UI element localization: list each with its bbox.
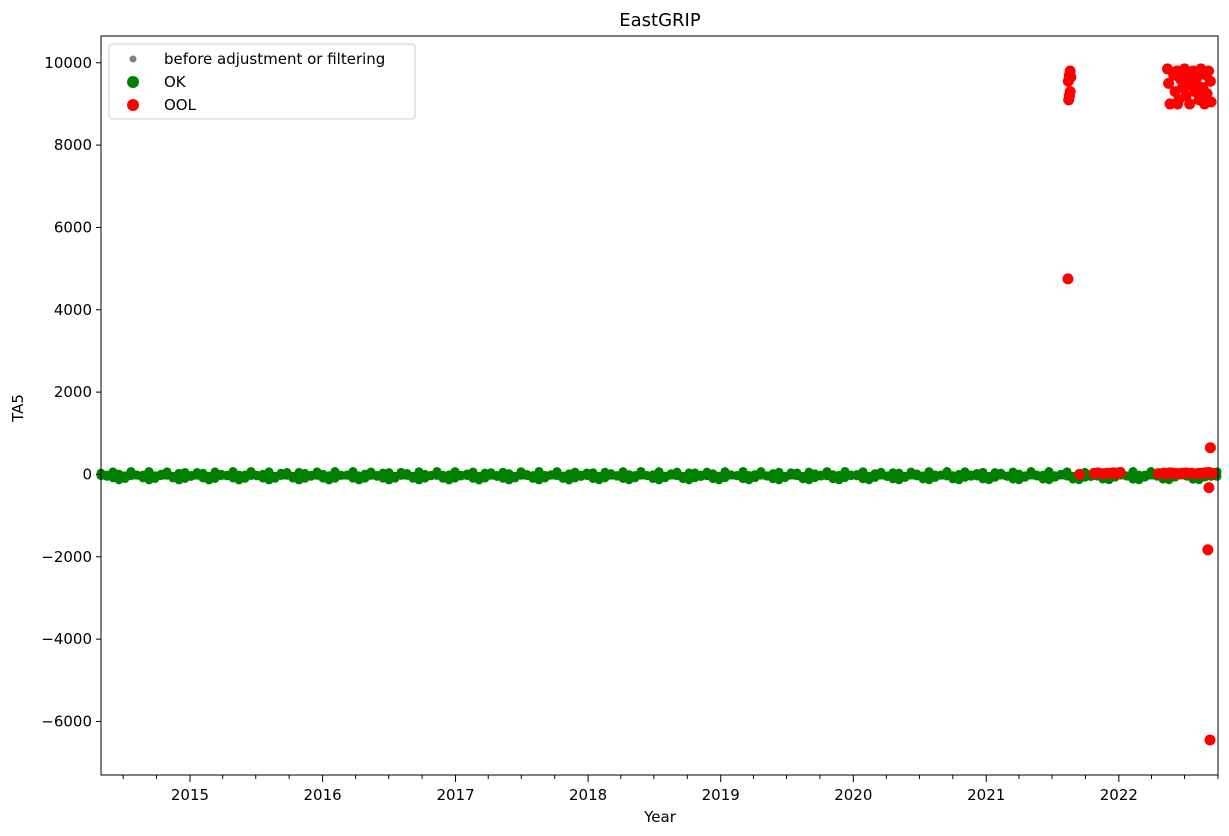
ool-series [1062, 63, 1218, 746]
ool-point [1172, 98, 1184, 110]
x-tick-label: 2018 [569, 786, 607, 804]
y-axis-label: TA5 [9, 394, 27, 423]
ool-point [1184, 98, 1196, 110]
x-tick-label: 2015 [171, 786, 209, 804]
y-tick-label: 6000 [54, 218, 92, 236]
x-tick-label: 2021 [967, 786, 1005, 804]
ool-point [1062, 273, 1074, 285]
ool-point [1206, 467, 1218, 479]
ool-point [1196, 90, 1208, 102]
y-tick-label: 4000 [54, 301, 92, 319]
ool-point [1203, 65, 1215, 77]
ool-point [1181, 79, 1193, 91]
ool-point [1063, 90, 1075, 102]
ool-point [1065, 71, 1077, 83]
x-axis-label: Year [643, 808, 677, 826]
x-tick-label: 2019 [702, 786, 740, 804]
y-tick-label: −4000 [41, 630, 92, 648]
plot-frame [100, 35, 1219, 776]
ool-point [1163, 77, 1175, 89]
y-tick-label: 2000 [54, 383, 92, 401]
ool-point [1204, 75, 1216, 87]
legend-label-ool: OOL [164, 96, 197, 114]
legend-marker-ok [127, 76, 139, 88]
ool-point [1114, 466, 1126, 478]
chart-title: EastGRIP [619, 10, 701, 31]
ool-point [1204, 442, 1216, 454]
x-tick-label: 2016 [303, 786, 341, 804]
x-tick-label: 2020 [834, 786, 872, 804]
legend-marker-ool [127, 99, 139, 111]
legend-box [108, 43, 416, 120]
x-tick-label: 2017 [436, 786, 474, 804]
ool-point [1180, 90, 1192, 102]
legend: before adjustment or filtering OK OOL [108, 43, 416, 120]
legend-label-ok: OK [164, 73, 187, 91]
legend-label-before: before adjustment or filtering [164, 50, 385, 68]
y-tick-label: −2000 [41, 548, 92, 566]
ool-point [1203, 482, 1215, 494]
y-tick-label: 10000 [44, 54, 92, 72]
y-tick-label: 0 [82, 465, 92, 483]
y-tick-label: 8000 [54, 136, 92, 154]
ool-point [1164, 98, 1176, 110]
ool-point [1074, 468, 1086, 480]
ok-series [96, 466, 1222, 485]
y-tick-label: −6000 [41, 712, 92, 730]
legend-marker-before [129, 55, 137, 63]
ool-point [1190, 75, 1202, 87]
x-tick-label: 2022 [1100, 786, 1138, 804]
x-axis: 2015 2016 2017 2018 2019 2020 2021 2022 [122, 775, 1219, 804]
ool-point [1205, 96, 1217, 108]
ool-point [1204, 734, 1216, 746]
y-axis: −6000 −4000 −2000 0 2000 4000 6000 8000 10000 [41, 54, 101, 730]
ool-point [1202, 544, 1214, 556]
